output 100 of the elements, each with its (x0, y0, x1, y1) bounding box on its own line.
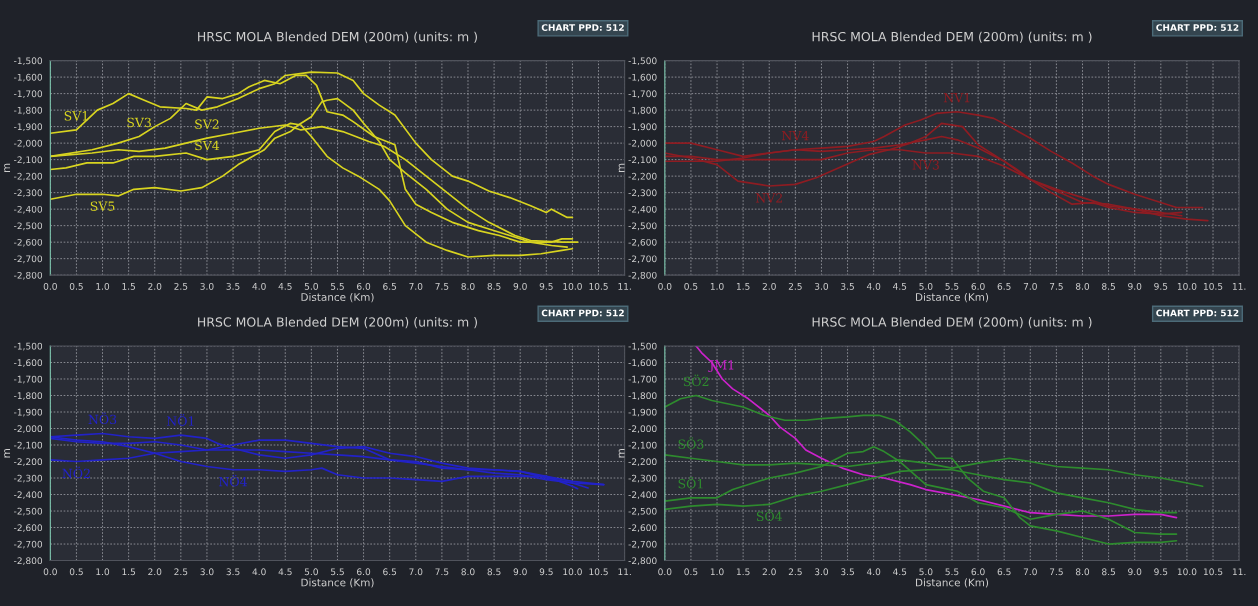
annotation: SV1 (64, 111, 88, 121)
annotation: SV4 (195, 140, 220, 151)
y-tick-label: -2,200 (628, 458, 657, 466)
chart-title: HRSC MOLA Blended DEM (200m) (units: m ) (198, 317, 477, 329)
x-tick-label: 9.0 (1128, 568, 1142, 576)
annotation: NV2 (755, 193, 782, 203)
y-tick-label: -1,800 (628, 106, 657, 115)
annotation: SÖ4 (756, 509, 782, 522)
x-tick-label: 9.5 (539, 282, 553, 290)
x-tick-label: 6.5 (383, 568, 397, 576)
y-tick-label: -2,000 (628, 425, 657, 433)
y-tick-label: -1,800 (14, 106, 43, 115)
x-tick-label: 3.5 (841, 282, 854, 290)
x-tick-label: 3.0 (200, 282, 214, 290)
x-tick-label: 9.0 (1128, 282, 1142, 290)
x-tick-label: 7.0 (409, 568, 423, 576)
x-tick-label: 7.0 (409, 282, 423, 290)
y-tick-label: -1,600 (14, 359, 43, 367)
text: CHART PPD: 512 (541, 309, 624, 317)
x-tick-label: 8.5 (1102, 568, 1115, 576)
y-tick-label: -2,300 (628, 189, 657, 198)
x-tick-label: 10.0 (563, 568, 582, 576)
y-tick-label: -2,400 (628, 491, 657, 500)
x-tick-label: 5.0 (919, 568, 933, 576)
y-tick-label: -2,100 (14, 441, 43, 450)
x-tick-label: 9.0 (513, 282, 527, 290)
y-tick-label: -1,800 (14, 392, 43, 400)
text: CHART PPD: 512 (1156, 309, 1239, 317)
x-tick-label: 2.5 (174, 568, 188, 576)
chart-title: HRSC MOLA Blended DEM (200m) (units: m ) (812, 31, 1092, 43)
y-tick-label: -2,000 (14, 425, 43, 433)
y-axis-title: m (618, 163, 625, 173)
y-tick-label: -2,700 (628, 540, 657, 549)
y-tick-label: -2,100 (14, 156, 43, 165)
x-tick-label: 6.5 (383, 282, 397, 290)
y-tick-label: -2,200 (628, 172, 657, 181)
text: CHART PPD: 512 (1156, 24, 1239, 31)
x-tick-label: 9.0 (513, 568, 527, 576)
x-tick-label: 8.5 (1102, 282, 1115, 290)
x-tick-label: 7.0 (1023, 568, 1037, 576)
x-tick-label: 1.0 (710, 568, 724, 576)
y-tick-label: -1,700 (14, 90, 43, 99)
x-tick-label: 3.5 (841, 568, 854, 576)
x-tick-label: 4.0 (252, 282, 266, 290)
x-tick-label: 6.0 (357, 282, 371, 290)
x-tick-label: 5.5 (945, 568, 959, 576)
x-tick-label: 1.5 (122, 283, 136, 290)
x-tick-label: 6.0 (971, 282, 985, 290)
x-tick-label: 6.5 (997, 568, 1011, 576)
x-axis-title: Distance (Km) (916, 292, 989, 303)
x-tick-label: 0.5 (69, 568, 83, 576)
x-tick-label: 1.5 (122, 568, 136, 576)
annotation: NÖ3 (88, 412, 117, 425)
x-tick-label: 0.0 (43, 568, 57, 576)
y-tick-label: -2,400 (14, 491, 43, 500)
y-tick-label: -2,500 (628, 507, 657, 516)
x-tick-label: 5.0 (304, 568, 318, 576)
x-tick-label: 5.5 (945, 283, 959, 290)
y-tick-label: -2,300 (628, 474, 657, 483)
x-tick-label: 5.5 (330, 568, 344, 576)
text: CHART PPD: 512 (541, 24, 624, 31)
y-tick-label: -1,600 (628, 359, 657, 367)
y-axis-title: m (4, 163, 11, 173)
x-tick-label: 8.0 (461, 568, 475, 576)
x-tick-label: 8.0 (461, 282, 475, 290)
x-tick-label: 1.0 (710, 282, 724, 290)
annotation: NÖ1 (166, 414, 194, 426)
x-tick-label: 4.5 (893, 283, 907, 290)
x-tick-label: 4.5 (893, 568, 907, 576)
x-tick-label: 5.0 (919, 282, 933, 290)
x-tick-label: 0.5 (684, 282, 698, 290)
y-tick-label: -2,300 (14, 189, 43, 198)
x-tick-label: 7.5 (1049, 568, 1063, 576)
y-tick-label: -2,400 (628, 205, 657, 214)
y-tick-label: -2,200 (14, 172, 43, 181)
x-tick-label: 3.5 (226, 282, 240, 290)
x-tick-label: 8.5 (487, 568, 501, 576)
y-tick-label: -2,700 (14, 255, 43, 264)
y-tick-label: -1,900 (14, 408, 43, 417)
y-tick-label: -2,000 (628, 139, 657, 148)
y-tick-label: -2,600 (628, 238, 657, 247)
x-tick-label: 10.5 (1203, 282, 1223, 290)
x-tick-label: 1.5 (736, 283, 750, 290)
y-tick-label: -1,700 (628, 375, 657, 384)
y-tick-label: -2,600 (628, 524, 657, 533)
x-tick-label: 9.5 (1154, 282, 1168, 290)
x-tick-label: 2.5 (788, 282, 802, 290)
y-tick-label: -2,800 (628, 557, 657, 566)
x-tick-label: 2.0 (148, 568, 162, 576)
y-tick-label: -2,600 (14, 524, 43, 533)
x-tick-label: 2.0 (762, 282, 776, 290)
y-tick-label: -1,500 (628, 342, 657, 351)
y-tick-label: -2,700 (14, 540, 43, 549)
x-tick-label: 4.0 (252, 568, 266, 576)
x-tick-label: 3.0 (814, 282, 829, 290)
x-tick-label: 2.0 (148, 282, 162, 290)
chart-title: HRSC MOLA Blended DEM (200m) (units: m ) (198, 31, 477, 43)
y-tick-label: -2,500 (14, 507, 43, 516)
x-tick-label: 10.5 (589, 568, 608, 576)
annotation: NÖ2 (62, 466, 90, 479)
